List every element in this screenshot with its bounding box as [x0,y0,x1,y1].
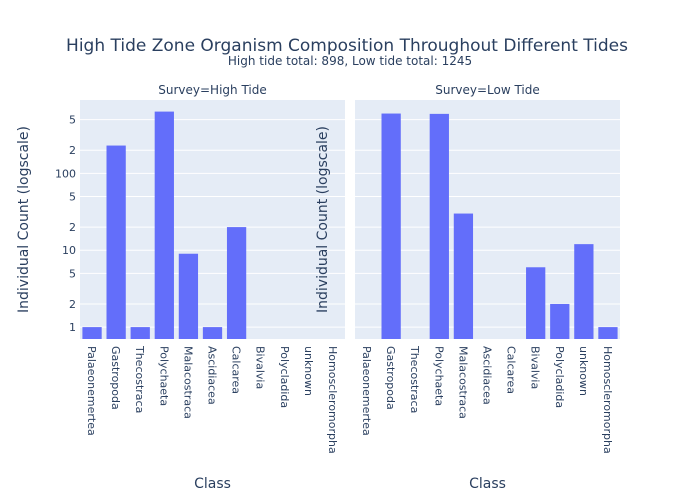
x-tick-label: Gastropoda [109,346,122,410]
y-tick-label: 5 [69,267,76,280]
bar [429,113,449,339]
bar [453,213,474,339]
bar [574,244,594,339]
bar [550,303,570,339]
bar [381,113,401,340]
bar [526,267,546,339]
x-tick-label: unknown [577,346,590,396]
y-tick-label: 1 [69,321,76,334]
bar [226,227,247,339]
y-axis-title: Individual Count (logscale) [16,126,32,313]
y-axis-title: Individual Count (logscale) [315,126,331,313]
bar [178,253,199,339]
y-tick-label: 100 [55,167,76,180]
bar [202,327,223,339]
y-tick-label: 10 [62,244,76,257]
bar [130,327,150,339]
x-tick-label: Palaeonemertea [360,346,373,436]
x-tick-label: Polycladida [278,346,291,408]
x-tick-label: Malacostraca [456,346,469,419]
y-tick-label: 5 [69,190,76,203]
x-tick-label: Homoscleromorpha [326,346,339,454]
x-tick-label: Calcarea [505,346,518,394]
y-tick-label: 2 [69,221,76,234]
chart-title: High Tide Zone Organism Composition Thro… [66,36,628,56]
x-tick-label: Bivalvia [529,346,542,389]
x-tick-label: Polycladida [553,346,566,408]
x-tick-label: Ascidiacea [206,346,219,405]
x-tick-label: Polychaeta [432,346,445,406]
bar [154,111,174,339]
y-tick-label: 2 [69,298,76,311]
x-tick-label: Palaeonemertea [85,346,98,436]
bar [598,327,618,339]
x-axis-title: Class [469,476,506,492]
chart-subtitle: High tide total: 898, Low tide total: 12… [228,54,472,68]
x-tick-label: Ascidiacea [481,346,494,405]
x-tick-label: Homoscleromorpha [601,346,614,454]
x-tick-label: Gastropoda [384,346,397,410]
x-axis-title: Class [194,476,231,492]
y-tick-label: 5 [69,114,76,127]
x-tick-label: Calcarea [230,346,243,394]
x-tick-label: Bivalvia [254,346,267,389]
facet-title: Survey=High Tide [158,83,267,97]
x-tick-label: unknown [302,346,315,396]
x-tick-label: Malacostraca [181,346,194,419]
x-tick-label: Polychaeta [157,346,170,406]
bar [106,145,126,339]
facet-title: Survey=Low Tide [435,83,540,97]
x-tick-label: Thecostraca [133,345,146,413]
x-tick-label: Thecostraca [408,345,421,413]
bar [82,327,102,339]
y-tick-label: 2 [69,144,76,157]
